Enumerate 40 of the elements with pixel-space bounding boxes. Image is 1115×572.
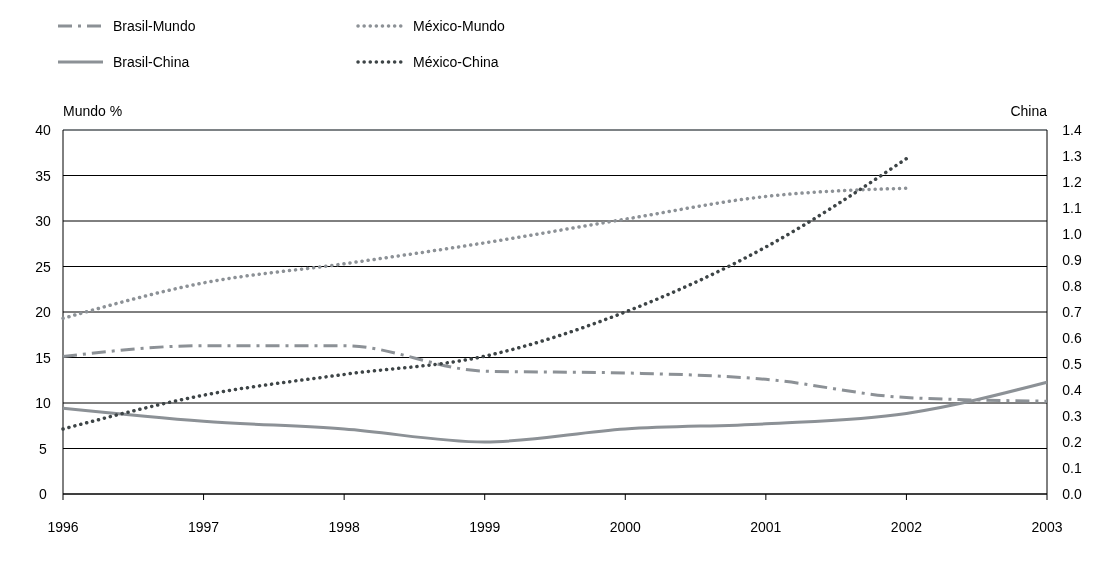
x-tick-label: 2002 — [890, 519, 923, 535]
x-tick-label: 1996 — [47, 519, 79, 535]
y2-tick-label: 0.4 — [1062, 382, 1082, 398]
y-tick-label: 0 — [39, 486, 48, 502]
y-tick-label: 15 — [35, 349, 51, 366]
x-tick-label: 2000 — [609, 519, 642, 535]
legend-label: México-China — [413, 54, 499, 70]
y2-tick-label: 0.8 — [1062, 278, 1082, 294]
y2-tick-label: 0.7 — [1062, 304, 1082, 320]
y2-tick-label: 0.6 — [1062, 330, 1082, 346]
legend-label: Brasil-Mundo — [113, 18, 196, 34]
x-tick-label: 1998 — [328, 519, 360, 535]
y-axis-title: Mundo % — [63, 103, 123, 119]
x-tick-label: 2001 — [750, 519, 782, 535]
y2-tick-label: 0.5 — [1062, 356, 1082, 372]
y-tick-label: 5 — [39, 440, 48, 457]
legend-label: México-Mundo — [413, 18, 506, 34]
line-series — [61, 186, 909, 321]
y2-axis-title: China — [1010, 103, 1048, 119]
y2-tick-label: 0.0 — [1062, 486, 1082, 502]
line-series — [61, 156, 909, 431]
y-tick-label: 35 — [35, 167, 51, 184]
y2-tick-label: 1.2 — [1062, 174, 1082, 190]
x-tick-label: 1997 — [187, 519, 220, 535]
y2-tick-label: 0.3 — [1062, 408, 1082, 424]
y-tick-label: 40 — [35, 122, 51, 138]
y-tick-label: 30 — [35, 213, 51, 229]
y2-tick-label: 1.4 — [1062, 122, 1082, 138]
y2-tick-label: 1.0 — [1062, 226, 1082, 242]
x-tick-label: 2003 — [1031, 519, 1063, 535]
x-tick-label: 1999 — [469, 519, 501, 535]
y2-tick-label: 1.3 — [1062, 148, 1082, 164]
y-tick-label: 25 — [35, 258, 51, 275]
y-tick-label: 10 — [35, 395, 51, 411]
y2-tick-label: 1.1 — [1062, 200, 1082, 216]
y-tick-label: 20 — [35, 304, 51, 320]
y2-tick-label: 0.1 — [1062, 460, 1082, 476]
y2-tick-label: 0.9 — [1062, 252, 1082, 268]
legend-label: Brasil-China — [113, 54, 190, 70]
y2-tick-label: 0.2 — [1062, 434, 1082, 450]
